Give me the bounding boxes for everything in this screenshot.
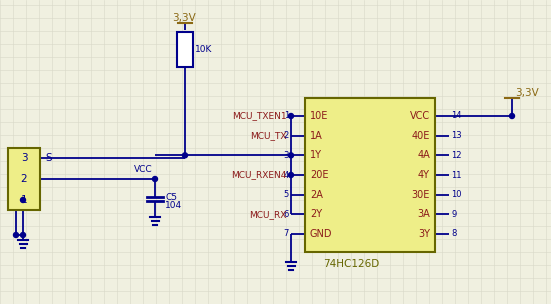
Text: MCU_TXEN1: MCU_TXEN1 bbox=[233, 112, 287, 120]
Circle shape bbox=[20, 198, 25, 202]
Text: 5: 5 bbox=[284, 190, 289, 199]
Text: 4: 4 bbox=[284, 171, 289, 179]
Circle shape bbox=[289, 172, 294, 178]
Bar bbox=[305, 98, 435, 252]
Text: 9: 9 bbox=[451, 210, 456, 219]
Text: 14: 14 bbox=[451, 112, 462, 120]
Text: 2: 2 bbox=[284, 131, 289, 140]
Text: 13: 13 bbox=[451, 131, 462, 140]
Circle shape bbox=[289, 153, 294, 158]
Text: S: S bbox=[45, 153, 52, 163]
Text: MCU_TX: MCU_TX bbox=[251, 131, 287, 140]
Circle shape bbox=[153, 177, 158, 181]
Text: 104: 104 bbox=[165, 201, 182, 209]
Text: 12: 12 bbox=[451, 151, 462, 160]
Circle shape bbox=[182, 153, 187, 158]
Text: VCC: VCC bbox=[134, 165, 153, 174]
Text: C5: C5 bbox=[165, 192, 177, 202]
Text: 3,3V: 3,3V bbox=[172, 13, 196, 23]
Text: 10E: 10E bbox=[310, 111, 328, 121]
Text: 11: 11 bbox=[451, 171, 462, 179]
Text: VCC: VCC bbox=[410, 111, 430, 121]
Text: 10: 10 bbox=[451, 190, 462, 199]
Text: 30E: 30E bbox=[412, 190, 430, 200]
Text: 2: 2 bbox=[21, 174, 28, 184]
Text: 2Y: 2Y bbox=[310, 209, 322, 219]
Bar bbox=[177, 32, 193, 67]
Text: 20E: 20E bbox=[310, 170, 328, 180]
Text: 74HC126D: 74HC126D bbox=[323, 259, 379, 269]
Text: 2A: 2A bbox=[310, 190, 323, 200]
Text: 3: 3 bbox=[21, 153, 28, 163]
Text: 1Y: 1Y bbox=[310, 150, 322, 160]
Text: MCU_RXEN4: MCU_RXEN4 bbox=[231, 171, 287, 179]
Text: 3Y: 3Y bbox=[418, 229, 430, 239]
Text: 4A: 4A bbox=[417, 150, 430, 160]
Text: 10K: 10K bbox=[195, 45, 212, 54]
Circle shape bbox=[14, 233, 19, 237]
Text: 8: 8 bbox=[451, 230, 456, 239]
Text: MCU_RX: MCU_RX bbox=[250, 210, 287, 219]
Text: 6: 6 bbox=[284, 210, 289, 219]
Circle shape bbox=[289, 113, 294, 119]
Text: 4Y: 4Y bbox=[418, 170, 430, 180]
Circle shape bbox=[510, 113, 515, 119]
Text: 40E: 40E bbox=[412, 131, 430, 141]
Text: 1: 1 bbox=[284, 112, 289, 120]
Text: 3: 3 bbox=[284, 151, 289, 160]
Text: 3,3V: 3,3V bbox=[515, 88, 539, 98]
Circle shape bbox=[20, 233, 25, 237]
Bar bbox=[8, 148, 40, 210]
Text: GND: GND bbox=[310, 229, 332, 239]
Text: 1: 1 bbox=[21, 195, 28, 205]
Text: 1A: 1A bbox=[310, 131, 323, 141]
Text: 7: 7 bbox=[284, 230, 289, 239]
Text: 3A: 3A bbox=[417, 209, 430, 219]
